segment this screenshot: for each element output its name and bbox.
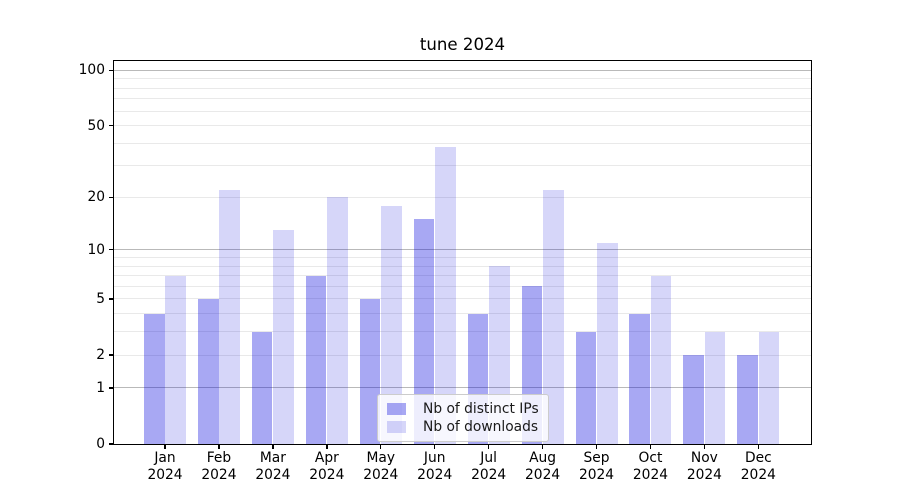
y-tick: [108, 354, 114, 356]
y-tick-label: 1: [96, 379, 105, 396]
gridline-minor: [114, 165, 811, 167]
x-tick-label: Jan 2024: [147, 449, 183, 484]
x-tick: [488, 445, 490, 450]
bar-downloads: [435, 147, 456, 444]
gridline-minor: [114, 275, 811, 277]
x-tick-label: May 2024: [363, 449, 399, 484]
x-tick: [326, 445, 328, 450]
y-tick-label: 100: [78, 62, 105, 79]
gridline-minor: [114, 98, 811, 100]
x-tick: [649, 445, 652, 450]
gridline-minor: [114, 110, 811, 112]
gridline-minor: [114, 354, 811, 356]
x-tick: [164, 445, 166, 450]
gridline-minor: [114, 196, 811, 198]
x-tick: [272, 445, 274, 450]
x-tick-label: Mar 2024: [255, 449, 291, 484]
legend: Nb of distinct IPs Nb of downloads: [377, 393, 549, 442]
y-tick-label: 5: [96, 290, 105, 307]
bar-downloads: [650, 275, 672, 444]
x-tick: [380, 445, 382, 450]
y-tick-label: 10: [87, 241, 105, 258]
x-tick-label: Dec 2024: [740, 449, 776, 484]
bar-distinct-ips: [575, 331, 597, 444]
bar-distinct-ips: [359, 298, 381, 444]
bottom-spine: [112, 444, 813, 446]
x-tick: [218, 445, 220, 450]
x-tick-label: Apr 2024: [309, 449, 345, 484]
gridline-minor: [114, 285, 811, 287]
bar-downloads: [327, 197, 348, 444]
y-tick: [108, 69, 114, 71]
y-tick-label: 50: [87, 117, 105, 134]
gridline-minor: [114, 256, 811, 258]
x-tick-label: Jun 2024: [417, 449, 453, 484]
gridline-minor: [114, 87, 811, 89]
gridline-minor: [114, 78, 811, 80]
left-spine: [112, 59, 114, 446]
bar-downloads: [381, 205, 402, 444]
gridline-minor: [114, 265, 811, 267]
x-tick: [757, 445, 760, 450]
x-tick: [703, 445, 706, 450]
bar-downloads: [596, 242, 618, 444]
legend-label: Nb of downloads: [423, 419, 539, 435]
gridline-minor: [114, 313, 811, 315]
top-spine: [112, 59, 813, 61]
y-tick-label: 20: [87, 189, 105, 206]
bar-distinct-ips: [683, 355, 704, 444]
gridline-minor: [114, 125, 811, 127]
x-tick-label: Jul 2024: [471, 449, 507, 484]
bar-distinct-ips: [305, 275, 327, 444]
x-tick-label: Feb 2024: [201, 449, 237, 484]
bar-distinct-ips: [413, 219, 435, 444]
x-tick-label: Aug 2024: [525, 449, 561, 484]
bar-downloads: [542, 190, 564, 444]
legend-swatch-downloads: [387, 421, 406, 433]
y-tick: [108, 443, 114, 445]
gridline-major: [114, 69, 811, 71]
bar-downloads: [273, 230, 294, 444]
right-spine: [811, 59, 813, 446]
x-tick: [541, 445, 544, 450]
bar-distinct-ips: [144, 313, 165, 444]
chart-title: tune 2024: [419, 35, 506, 54]
bar-downloads: [704, 331, 726, 444]
bar-downloads: [758, 331, 780, 444]
bar-downloads: [219, 190, 240, 444]
gridline-major: [114, 249, 811, 251]
bar-distinct-ips: [251, 331, 273, 444]
legend-item: Nb of downloads: [387, 419, 539, 436]
bar-distinct-ips: [737, 355, 758, 444]
x-tick: [434, 445, 436, 450]
legend-item: Nb of distinct IPs: [387, 400, 539, 417]
bar-distinct-ips: [629, 313, 651, 444]
y-tick-label: 2: [96, 347, 105, 363]
y-tick: [108, 387, 114, 389]
x-tick-label: Nov 2024: [686, 449, 722, 484]
gridline-minor: [114, 331, 811, 333]
gridline-minor: [114, 142, 811, 144]
bar-downloads: [165, 275, 186, 444]
y-tick: [108, 124, 114, 127]
legend-swatch-distinct-ips: [387, 402, 406, 415]
legend-label: Nb of distinct IPs: [423, 400, 539, 417]
x-tick: [595, 445, 598, 450]
y-tick: [108, 196, 114, 199]
x-tick-label: Sep 2024: [578, 449, 615, 484]
y-tick-label: 0: [96, 436, 105, 452]
gridline-major: [114, 387, 811, 389]
bar-distinct-ips: [197, 298, 219, 444]
y-tick: [108, 298, 114, 300]
x-tick-label: Oct 2024: [632, 449, 669, 484]
gridline-minor: [114, 298, 811, 300]
y-tick: [108, 249, 114, 251]
